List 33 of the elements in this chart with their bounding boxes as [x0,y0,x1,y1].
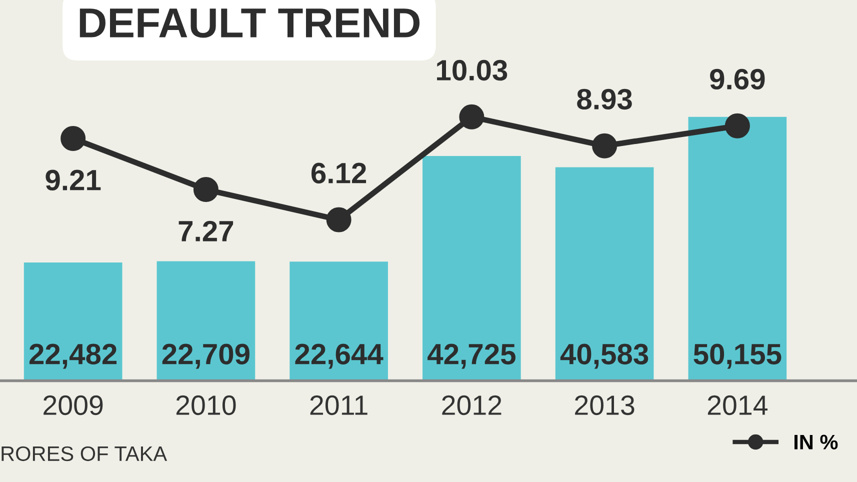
data-label: 22,482 [29,344,117,369]
data-label: 22,709 [162,344,250,369]
data-label: 22,644 [295,344,384,369]
data-label: 10.03 [437,60,508,81]
legend-label: IN % [794,434,838,450]
data-label: 8.93 [577,88,632,110]
chart-title: DEFAULT TREND [80,8,420,38]
bar [422,156,521,381]
point [592,133,618,158]
text: RORES OF TAKA [2,446,168,462]
data-label: 6.12 [312,162,366,184]
bar [24,262,122,381]
data-label: 50,155 [694,344,782,369]
x-tick-label: 2012 [442,395,502,416]
point [193,177,218,202]
x-tick-label: 2014 [708,395,768,416]
data-label: 7.27 [178,220,234,242]
bar [290,262,388,381]
x-tick-label: 2011 [310,395,368,416]
x-tick-label: 2013 [575,395,634,416]
point [60,126,86,151]
data-label: 9.69 [710,68,765,90]
bar [555,167,654,381]
point [724,113,750,138]
data-label: 42,725 [428,344,516,369]
x-tick-label: 2009 [44,395,103,416]
data-label: 9.21 [46,170,101,190]
bar [156,261,256,381]
point [326,207,352,232]
bar [688,116,787,381]
data-label: 40,583 [560,344,648,369]
point [459,104,484,130]
x-tick-label: 2010 [176,395,236,416]
